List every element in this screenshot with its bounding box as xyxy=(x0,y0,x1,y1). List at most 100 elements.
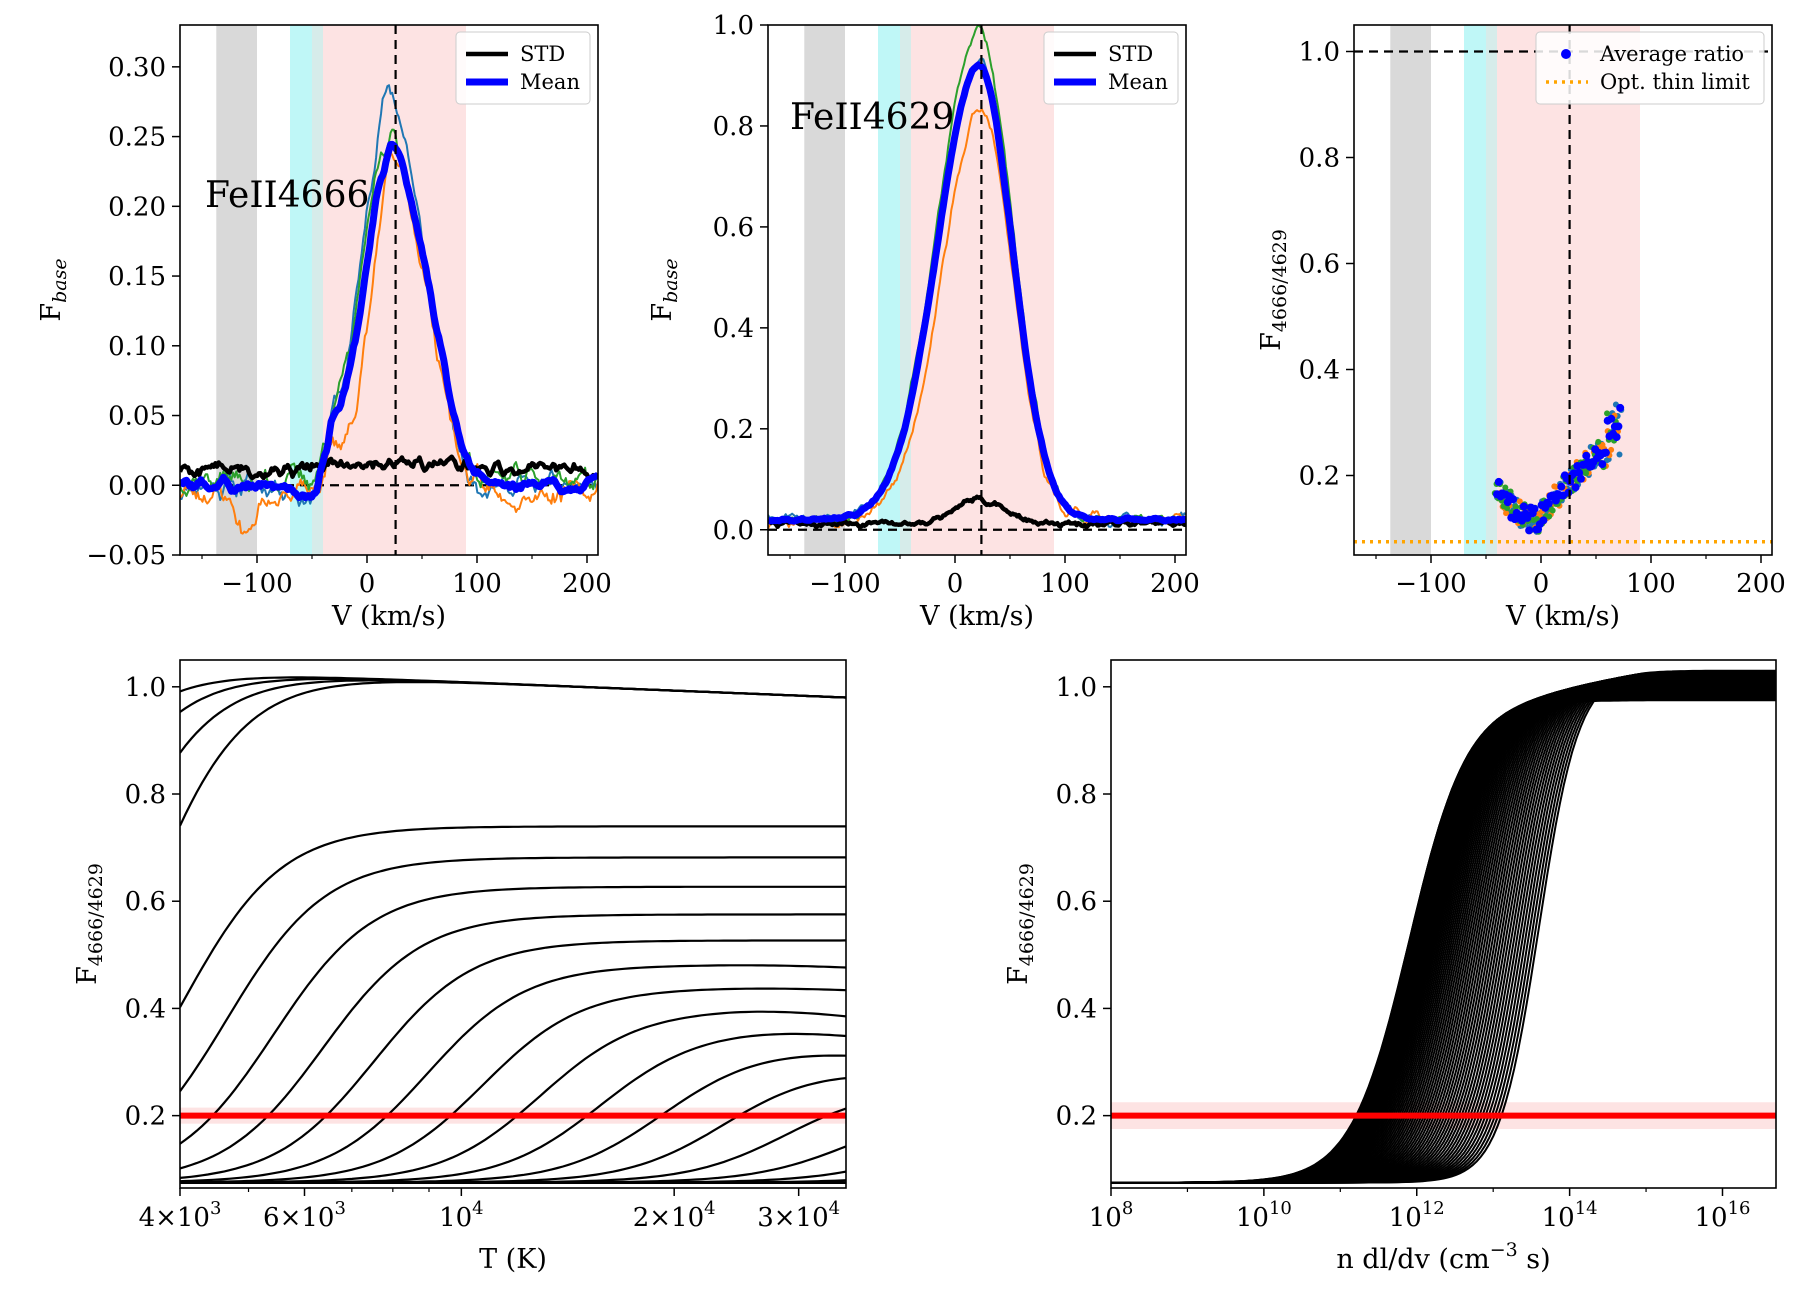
tick-exponent: 16 xyxy=(1728,1198,1751,1219)
y-axis-label-main: F xyxy=(72,966,103,985)
x-tick-label: −100 xyxy=(809,569,880,599)
y-tick-label: 1.0 xyxy=(1299,38,1340,68)
y-tick-label: 1.0 xyxy=(713,11,754,41)
model-curve xyxy=(180,681,846,827)
y-tick-label: 0.4 xyxy=(1056,994,1097,1024)
y-tick-label: 0.2 xyxy=(1056,1102,1097,1132)
ratio-point xyxy=(1539,516,1548,525)
y-tick-label: 0.15 xyxy=(108,262,166,292)
y-tick-label: 0.6 xyxy=(1299,250,1340,280)
y-axis-label-sub: base xyxy=(49,258,71,303)
ratio-point xyxy=(1523,513,1532,522)
shaded-region xyxy=(900,25,911,555)
y-axis-label-main: F xyxy=(1256,332,1287,351)
y-tick-label: 0.00 xyxy=(108,471,166,501)
ratio-point xyxy=(1525,526,1534,535)
plot-area xyxy=(1354,25,1772,555)
y-tick-label: 0.4 xyxy=(125,994,166,1024)
ratio-point xyxy=(1616,403,1625,412)
tick-mantissa: 10 xyxy=(439,1203,472,1233)
shaded-region xyxy=(878,25,900,555)
model-curve xyxy=(180,679,846,754)
y-tick-label: 0.8 xyxy=(1299,144,1340,174)
y-axis-label: F4666/4629 xyxy=(1003,863,1038,985)
ratio-point xyxy=(1604,410,1611,417)
y-tick-label: 0.4 xyxy=(713,314,754,344)
ratio-point xyxy=(1616,451,1623,458)
y-axis-label-main: F xyxy=(1003,966,1034,985)
ratio-point xyxy=(1519,502,1528,511)
legend-label: Average ratio xyxy=(1599,42,1744,66)
y-axis-label-sub: base xyxy=(660,258,682,303)
y-tick-label: 0.10 xyxy=(108,332,166,362)
tick-exponent: 3 xyxy=(334,1198,345,1219)
tick-exponent: 12 xyxy=(1422,1198,1445,1219)
tick-exponent: 8 xyxy=(1122,1198,1133,1219)
legend-label: Mean xyxy=(520,70,580,94)
model-curve xyxy=(180,885,846,1145)
tick-exponent: 4 xyxy=(472,1198,483,1219)
tick-exponent: 4 xyxy=(829,1198,840,1219)
x-axis-label: V (km/s) xyxy=(331,601,446,632)
plot-area xyxy=(768,25,1186,555)
ratio-point xyxy=(1607,414,1616,423)
ratio-point xyxy=(1582,451,1591,460)
x-tick-label: 1016 xyxy=(1694,1198,1750,1233)
plot-area xyxy=(1111,669,1776,1184)
y-tick-label: 0.8 xyxy=(1056,780,1097,810)
x-axis-label-main: n dl/dv (cm xyxy=(1336,1244,1489,1275)
shaded-region xyxy=(290,25,312,555)
x-tick-label: 1014 xyxy=(1542,1198,1598,1233)
legend-box xyxy=(455,31,591,105)
line-annotation: FeII4629 xyxy=(790,97,954,138)
ratio-point xyxy=(1504,505,1511,512)
x-tick-label: 0 xyxy=(359,569,376,599)
legend-box xyxy=(1535,31,1765,105)
x-tick-label: 100 xyxy=(452,569,502,599)
ratio-point xyxy=(1575,468,1584,477)
x-tick-label: 200 xyxy=(1736,569,1786,599)
ratio-point xyxy=(1530,504,1539,513)
tick-exponent: 14 xyxy=(1575,1198,1598,1219)
legend-label: Mean xyxy=(1108,70,1168,94)
tick-mantissa: 10 xyxy=(1694,1203,1727,1233)
plot-area xyxy=(180,25,598,555)
series-Mean xyxy=(180,140,598,502)
x-tick-label: 200 xyxy=(1150,569,1200,599)
panel-p3: −100 0 100 200 0.2 0.4 0.6 0.8 1.0 V (km/s) F4666/… xyxy=(1256,24,1786,632)
y-tick-label: 0.6 xyxy=(713,213,754,243)
tick-exponent: 10 xyxy=(1269,1198,1292,1219)
x-tick-label: 100 xyxy=(1626,569,1676,599)
model-curve xyxy=(180,913,846,1170)
plot-area xyxy=(180,676,846,1184)
tick-mantissa: 4×10 xyxy=(139,1203,210,1233)
y-axis-label-main: F xyxy=(36,303,67,322)
x-tick-label: 0 xyxy=(947,569,964,599)
x-tick-label: 1012 xyxy=(1389,1198,1445,1233)
y-axis-label: F4666/4629 xyxy=(72,863,107,985)
ratio-point xyxy=(1494,477,1503,486)
ratio-point xyxy=(1549,507,1556,514)
y-tick-label: 0.20 xyxy=(108,192,166,222)
tick-mantissa: 10 xyxy=(1389,1203,1422,1233)
x-tick-label: 108 xyxy=(1089,1198,1134,1233)
y-tick-label: 0.8 xyxy=(713,112,754,142)
x-tick-label: 100 xyxy=(1040,569,1090,599)
x-tick-label: −100 xyxy=(221,569,292,599)
y-tick-label: 1.0 xyxy=(1056,673,1097,703)
y-tick-label: 0.0 xyxy=(713,516,754,546)
y-axis-label: Fbase xyxy=(36,258,71,321)
x-axis-label: T (K) xyxy=(479,1244,547,1275)
plot-frame xyxy=(179,24,599,556)
panel-p1: −100 0 100 200 −0.05 0.00 0.05 0.10 0.15 0.20 0.25… xyxy=(36,24,612,632)
plot-frame xyxy=(1110,659,1777,1189)
ratio-point xyxy=(1571,483,1580,492)
legend-label: STD xyxy=(1108,42,1153,66)
y-tick-label: 0.4 xyxy=(1299,356,1340,386)
y-tick-label: 0.6 xyxy=(1056,887,1097,917)
x-axis-label: V (km/s) xyxy=(1505,601,1620,632)
ratio-point xyxy=(1557,482,1566,491)
plot-frame xyxy=(1353,24,1773,556)
ratio-point xyxy=(1516,498,1523,505)
